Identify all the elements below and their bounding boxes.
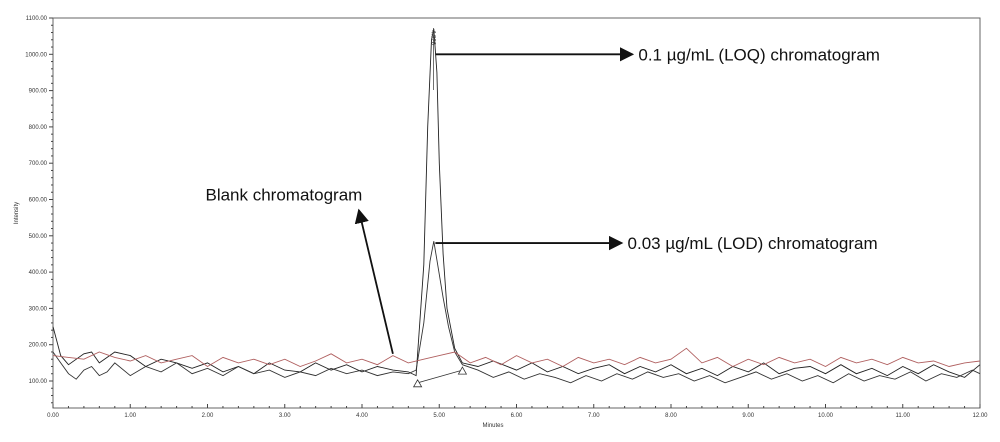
x-tick-label: 2.00 — [202, 413, 214, 419]
baseline-markers — [412, 28, 468, 388]
y-axis-label: Intensity — [14, 202, 20, 224]
annotation-label: 0.1 µg/mL (LOQ) chromatogram — [638, 45, 880, 64]
y-tick-label: 300.00 — [29, 306, 48, 312]
baseline-line — [417, 369, 463, 384]
y-tick-label: 1000.00 — [25, 52, 47, 58]
annotations: 0.1 µg/mL (LOQ) chromatogram 0.03 µg/mL (… — [205, 45, 880, 354]
y-tick-label: 900.00 — [29, 89, 48, 95]
series-line-2 — [52, 347, 981, 368]
x-tick-label: 0.00 — [47, 413, 59, 419]
x-tick-label: 10.00 — [818, 413, 834, 419]
baseline-marker-triangle — [412, 379, 423, 388]
x-tick-label: 4.00 — [356, 413, 368, 419]
x-tick-label: 1.00 — [124, 413, 136, 419]
plot-frame — [52, 17, 981, 409]
x-axis-label: Minutes — [482, 423, 503, 429]
series-group — [52, 28, 981, 384]
series-line-0 — [52, 28, 981, 378]
annotation-label: 0.03 µg/mL (LOD) chromatogram — [628, 234, 878, 253]
x-tick-label: 3.00 — [279, 413, 291, 419]
x-tick-label: 9.00 — [742, 413, 754, 419]
y-tick-label: 1100.00 — [26, 16, 48, 22]
y-tick-label: 600.00 — [29, 198, 48, 204]
x-tick-label: 12.00 — [972, 413, 988, 419]
y-tick-label: 500.00 — [29, 234, 48, 240]
y-tick-label: 200.00 — [29, 343, 48, 349]
x-tick-label: 5.00 — [433, 413, 445, 419]
annotation-label: Blank chromatogram — [205, 185, 362, 204]
x-tick-label: 11.00 — [895, 413, 910, 419]
x-tick-label: 8.00 — [665, 413, 677, 419]
y-tick-label: 700.00 — [29, 161, 48, 167]
x-tick-label: 7.00 — [588, 413, 600, 419]
series-line-1 — [52, 241, 981, 384]
annotation-arrow — [354, 208, 394, 354]
x-axis: 0.00 1.00 2.00 3.00 4.00 5.00 6.00 7.00 8.00 9.00… — [47, 404, 988, 419]
y-tick-label: 100.00 — [29, 379, 48, 385]
y-tick-label: 400.00 — [29, 270, 48, 276]
y-axis: 100.00 200.00 300.00 400.00 500.00 600.00 700.… — [25, 16, 53, 404]
peak-label: 4.926 — [430, 30, 436, 46]
x-tick-label: 6.00 — [511, 413, 523, 419]
baseline-marker-triangle — [457, 366, 468, 375]
y-tick-label: 800.00 — [29, 125, 48, 131]
